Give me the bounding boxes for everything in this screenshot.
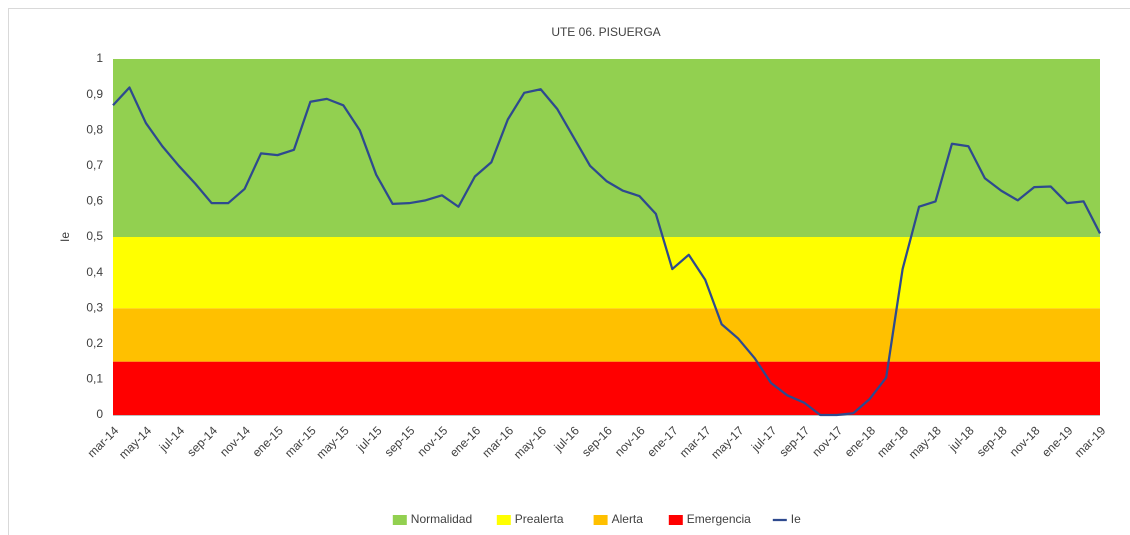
x-tick-label: sep-16 <box>579 423 615 459</box>
legend-label: Alerta <box>612 512 644 526</box>
x-tick-label: nov-16 <box>612 423 648 459</box>
area-band <box>113 308 1100 362</box>
x-tick-label: sep-17 <box>776 423 812 459</box>
x-tick-label: ene-15 <box>250 423 287 460</box>
x-tick-label: ene-18 <box>842 423 879 460</box>
x-tick-label: sep-14 <box>184 423 220 459</box>
data-line <box>112 86 1102 417</box>
x-tick-label: sep-18 <box>974 423 1010 459</box>
legend-swatch <box>668 515 683 525</box>
y-tick-label: 0,9 <box>86 87 103 101</box>
x-tick-label: ene-17 <box>644 423 681 460</box>
legend-label: Normalidad <box>411 512 472 526</box>
x-tick-label: mar-17 <box>677 423 714 460</box>
y-tick-label: 0,1 <box>86 372 103 386</box>
area-band <box>113 59 1100 237</box>
chart-title: UTE 06. PISUERGA <box>551 25 660 39</box>
area-band <box>113 237 1100 309</box>
legend-label: Prealerta <box>515 512 564 526</box>
x-tick-label: mar-15 <box>282 423 319 460</box>
y-tick-label: 0,8 <box>86 122 103 136</box>
x-tick-label: nov-18 <box>1007 423 1043 459</box>
y-tick-label: 0,2 <box>86 336 103 350</box>
x-tick-label: may-17 <box>708 423 746 461</box>
x-tick-label: may-18 <box>906 423 944 461</box>
y-tick-label: 0,6 <box>86 194 103 208</box>
y-tick-label: 0,4 <box>86 265 103 279</box>
legend-swatch <box>496 515 511 525</box>
y-axis-title: Ie <box>58 232 72 242</box>
x-tick-label: jul-16 <box>551 423 583 455</box>
area-band <box>113 361 1100 415</box>
x-tick-label: mar-19 <box>1072 423 1109 460</box>
legend-item: Alerta <box>593 512 644 526</box>
legend-item: Normalidad <box>392 512 472 526</box>
x-tick-label: may-16 <box>511 423 549 461</box>
x-tick-label: ene-16 <box>447 423 484 460</box>
x-tick-label: mar-18 <box>874 423 911 460</box>
x-tick-label: ene-19 <box>1039 423 1076 460</box>
y-tick-label: 0,7 <box>86 158 103 172</box>
legend-swatch <box>593 515 608 525</box>
x-tick-label: jul-14 <box>156 423 188 455</box>
legend-label: Ie <box>791 512 801 526</box>
x-tick-label: jul-15 <box>353 423 385 455</box>
chart-frame <box>8 8 1130 535</box>
x-tick-label: nov-14 <box>217 423 253 459</box>
y-tick-label: 0 <box>96 407 103 421</box>
y-tick-label: 1 <box>96 51 103 65</box>
x-tick-label: mar-14 <box>85 423 122 460</box>
legend-label: Emergencia <box>687 512 751 526</box>
x-tick-label: nov-17 <box>809 423 845 459</box>
legend-item: Prealerta <box>496 512 564 526</box>
legend-item: Ie <box>772 512 801 526</box>
x-tick-label: may-15 <box>313 423 351 461</box>
x-tick-label: nov-15 <box>415 423 451 459</box>
x-tick-label: mar-16 <box>479 423 516 460</box>
y-tick-label: 0,5 <box>86 229 103 243</box>
x-tick-label: jul-18 <box>945 423 977 455</box>
legend-swatch <box>392 515 407 525</box>
x-tick-label: jul-17 <box>748 423 780 455</box>
x-tick-label: may-14 <box>116 423 154 461</box>
legend-item: Emergencia <box>668 512 751 526</box>
x-tick-label: sep-15 <box>382 423 418 459</box>
y-tick-label: 0,3 <box>86 300 103 314</box>
